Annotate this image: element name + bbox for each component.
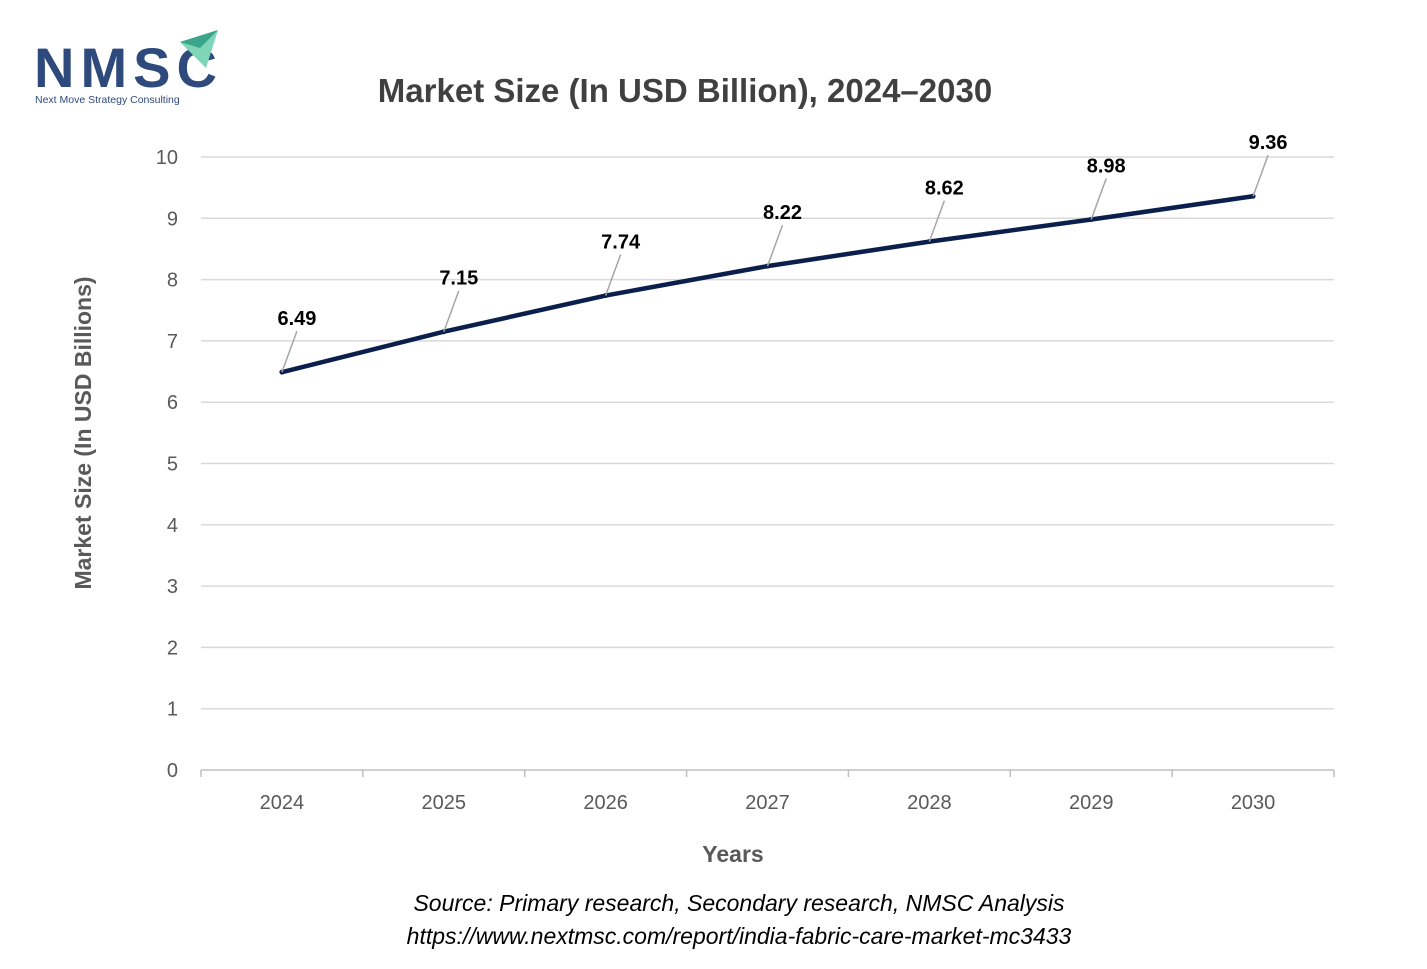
- leader-line: [443, 290, 460, 332]
- x-tick-label: 2030: [1231, 792, 1276, 814]
- data-labels: 6.49 7.15 7.74 8.22 8.62 8.98 9.36: [277, 132, 1288, 373]
- source-text: Source: Primary research, Secondary rese…: [413, 890, 1065, 916]
- leader-line: [1252, 154, 1269, 197]
- data-label: 8.62: [925, 178, 964, 200]
- leader-line: [1090, 178, 1107, 220]
- source-url: https://www.nextmsc.com/report/india-fab…: [407, 923, 1072, 949]
- data-label: 6.49: [277, 308, 316, 330]
- x-axis-title: Years: [702, 841, 763, 867]
- x-tick-label: 2028: [907, 792, 952, 814]
- leader-line: [281, 330, 298, 373]
- nmsc-logo: NMSC Next Move Strategy Consulting: [30, 28, 230, 110]
- data-label: 8.22: [763, 202, 802, 224]
- y-tick-label: 8: [167, 270, 178, 292]
- y-tick-label: 9: [167, 208, 178, 230]
- x-tick-label: 2027: [745, 792, 790, 814]
- x-tick-label: 2025: [422, 792, 467, 814]
- leader-line: [766, 224, 784, 267]
- data-label: 7.74: [601, 232, 641, 254]
- leader-line: [928, 200, 946, 242]
- chart-title: Market Size (In USD Billion), 2024–2030: [378, 72, 992, 109]
- logo-tagline: Next Move Strategy Consulting: [35, 94, 180, 106]
- y-tick-label: 3: [167, 576, 178, 598]
- y-tick-label: 10: [156, 147, 178, 169]
- gridlines: [201, 156, 1334, 710]
- y-tick-label: 4: [167, 515, 178, 537]
- y-tick-label: 7: [167, 331, 178, 353]
- data-label: 7.15: [439, 268, 478, 290]
- x-tick-label: 2029: [1069, 792, 1114, 814]
- y-tick-label: 5: [167, 454, 178, 476]
- logo-arrow-icon: [180, 30, 218, 68]
- y-tick-label: 0: [167, 760, 178, 782]
- y-tick-label: 6: [167, 392, 178, 414]
- data-label: 8.98: [1087, 156, 1126, 178]
- x-axis: 2024 2025 2026 2027 2028 2029 2030: [200, 769, 1335, 814]
- y-axis-title: Market Size (In USD Billions): [70, 276, 96, 589]
- data-label: 9.36: [1249, 132, 1288, 154]
- y-tick-label: 1: [167, 699, 178, 721]
- x-tick-label: 2024: [260, 792, 305, 814]
- x-tick-label: 2026: [583, 792, 628, 814]
- leader-line: [604, 254, 622, 296]
- y-axis-ticks: 0 1 2 3 4 5 6 7 8 9 10: [156, 147, 178, 782]
- y-tick-label: 2: [167, 637, 178, 659]
